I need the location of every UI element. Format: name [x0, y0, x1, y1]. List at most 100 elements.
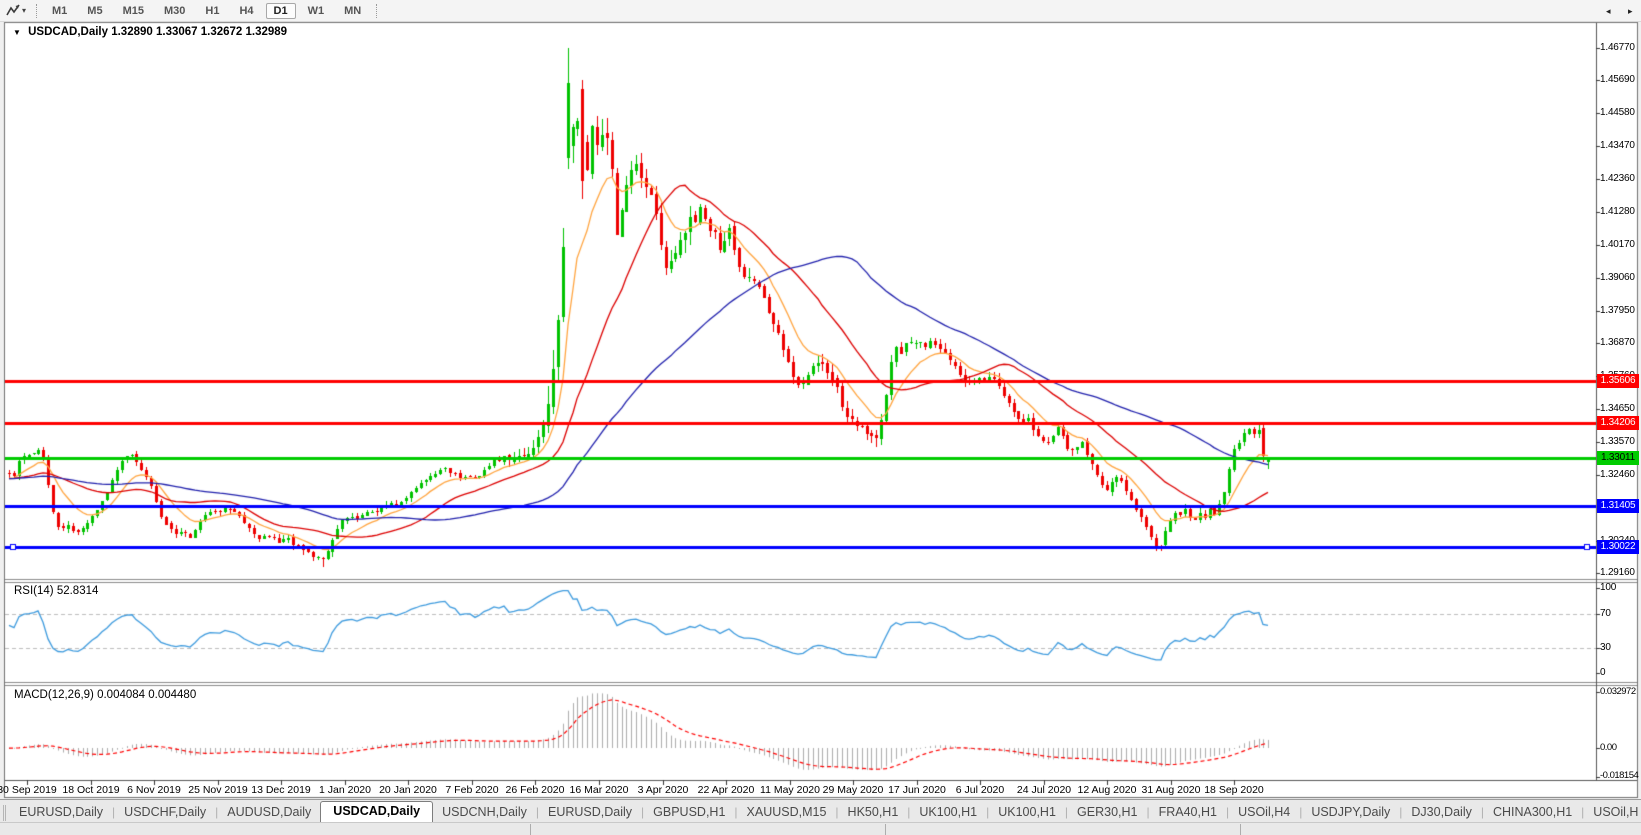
- price-axis-label: 1.37950: [1600, 305, 1635, 316]
- date-axis-label: 17 Jun 2020: [888, 784, 946, 796]
- timeframe-button-w1[interactable]: W1: [307, 4, 325, 17]
- timeframe-button-m15[interactable]: M15: [122, 4, 144, 17]
- date-axis-label: 6 Jul 2020: [955, 784, 1005, 796]
- tab-separator: |: [1299, 805, 1303, 819]
- date-axis-label: 25 Nov 2019: [188, 784, 248, 796]
- chart-tab-4-usdcnh-daily[interactable]: USDCNH,Daily: [442, 805, 527, 819]
- timeframe-button-m1[interactable]: M1: [52, 4, 68, 17]
- macd-axis-label: 0.00: [1600, 742, 1617, 753]
- rsi-axis-label: 0: [1600, 667, 1606, 678]
- chart-tab-12-fra40-h1[interactable]: FRA40,H1: [1158, 805, 1217, 819]
- tab-separator: |: [1480, 805, 1484, 819]
- chart-tab-2-audusd-daily[interactable]: AUDUSD,Daily: [227, 805, 312, 819]
- chart-tab-0-eurusd-daily[interactable]: EURUSD,Daily: [19, 805, 104, 819]
- chart-tab-6-gbpusd-h1[interactable]: GBPUSD,H1: [653, 805, 726, 819]
- date-axis-label: 18 Oct 2019: [62, 784, 120, 796]
- date-axis-label: 22 Apr 2020: [697, 784, 755, 796]
- date-axis-label: 16 Mar 2020: [569, 784, 629, 796]
- price-axis-label: 1.44580: [1600, 107, 1635, 118]
- timeframe-button-m30[interactable]: M30: [163, 4, 186, 17]
- price-axis-label: 1.34650: [1600, 403, 1635, 414]
- tab-separator: |: [907, 805, 911, 819]
- timeframe-button-m5[interactable]: M5: [87, 4, 103, 17]
- hline-price-badge: 1.33011: [1597, 451, 1639, 465]
- tab-separator: |: [112, 805, 116, 819]
- chart-tab-5-eurusd-daily[interactable]: EURUSD,Daily: [547, 805, 633, 819]
- tab-separator: |: [835, 805, 839, 819]
- date-axis-label: 30 Sep 2019: [0, 784, 57, 796]
- tab-scroll-right-icon[interactable]: ▸: [1628, 6, 1633, 16]
- tab-separator: |: [1581, 805, 1585, 819]
- tab-separator: |: [535, 805, 539, 819]
- toolbar-grip-end: [376, 3, 378, 18]
- strip-divider: [885, 824, 886, 835]
- chart-tab-15-dj30-daily[interactable]: DJ30,Daily: [1411, 805, 1472, 819]
- price-axis-label: 1.46770: [1600, 42, 1635, 53]
- chart-title: ▼ USDCAD,Daily 1.32890 1.33067 1.32672 1…: [13, 26, 287, 38]
- strip-divider: [530, 824, 531, 835]
- crosshair-zigzag-icon[interactable]: [4, 3, 22, 19]
- chart-tab-10-uk100-h1[interactable]: UK100,H1: [998, 805, 1056, 819]
- date-axis-label: 18 Sep 2020: [1204, 784, 1264, 796]
- price-axis-label: 1.33570: [1600, 436, 1635, 447]
- date-axis-label: 26 Feb 2020: [505, 784, 565, 796]
- price-axis-label: 1.32460: [1600, 469, 1635, 480]
- price-axis-label: 1.36870: [1600, 337, 1635, 348]
- symbol-tabs-bar: EURUSD,Daily | USDCHF,Daily | AUDUSD,Daily US…: [0, 799, 1641, 822]
- chart-tab-14-usdjpy-daily[interactable]: USDJPY,Daily: [1311, 805, 1391, 819]
- price-axis-label: 1.42360: [1600, 173, 1635, 184]
- timeframe-button-h4[interactable]: H4: [239, 4, 254, 17]
- timeframe-button-d1[interactable]: D1: [265, 2, 296, 19]
- chart-tab-16-china300-h1[interactable]: CHINA300,H1: [1492, 805, 1573, 819]
- timeframe-buttons-group: M1 M5 M15 M30 H1 H4 D1 W1 MN: [44, 2, 369, 19]
- hline-price-badge: 1.31405: [1597, 499, 1639, 513]
- date-axis-label: 29 May 2020: [822, 784, 884, 796]
- rsi-axis-label: 100: [1600, 582, 1617, 593]
- chart-tab-11-ger30-h1[interactable]: GER30,H1: [1077, 805, 1138, 819]
- hline-price-badge: 1.34206: [1597, 416, 1639, 430]
- timeframe-button-mn[interactable]: MN: [344, 4, 362, 17]
- tab-scroll-left-icon[interactable]: ◂: [1606, 6, 1611, 16]
- tabs-list: EURUSD,Daily | USDCHF,Daily | AUDUSD,Daily US…: [10, 801, 1641, 822]
- tab-separator: |: [1064, 805, 1069, 819]
- price-axis-label: 1.40170: [1600, 239, 1635, 250]
- tab-separator: |: [1146, 805, 1150, 819]
- macd-axis-label: 0.032972: [1600, 686, 1636, 697]
- macd-indicator-label: MACD(12,26,9) 0.004084 0.004480: [14, 689, 197, 701]
- date-axis-label: 7 Feb 2020: [445, 784, 499, 796]
- timeframe-toolbar: ▾ M1 M5 M15 M30 H1 H4 D1 W1 MN: [0, 0, 1641, 22]
- tab-separator: |: [1399, 805, 1403, 819]
- price-axis-label: 1.39060: [1600, 272, 1635, 283]
- toolbar-grip: [36, 3, 38, 18]
- price-axis-label: 1.45690: [1600, 74, 1635, 85]
- chart-symbol-label: USDCAD,Daily: [28, 26, 109, 38]
- collapse-chart-icon[interactable]: ▼: [13, 28, 21, 37]
- tab-separator: |: [641, 805, 645, 819]
- chart-tab-17-usoil-h[interactable]: USOil,H: [1593, 805, 1639, 819]
- date-axis-label: 13 Dec 2019: [251, 784, 311, 796]
- chart-tab-9-uk100-h1[interactable]: UK100,H1: [919, 805, 978, 819]
- macd-axis-label: -0.018154: [1600, 770, 1639, 781]
- dropdown-caret-icon[interactable]: ▾: [22, 6, 27, 15]
- timeframe-button-h1[interactable]: H1: [205, 4, 220, 17]
- date-axis-label: 24 Jul 2020: [1016, 784, 1072, 796]
- rsi-axis-label: 70: [1600, 608, 1611, 619]
- tab-separator: |: [986, 805, 990, 819]
- tab-separator: |: [734, 805, 738, 819]
- date-axis-label: 20 Jan 2020: [379, 784, 437, 796]
- tab-separator: |: [1225, 805, 1230, 819]
- hline-price-badge: 1.35606: [1597, 374, 1639, 388]
- tab-separator: |: [215, 805, 219, 819]
- chart-tab-3-usdcad-daily[interactable]: USDCAD,Daily: [320, 801, 434, 822]
- tabs-grip[interactable]: [3, 805, 6, 821]
- price-axis-label: 1.43470: [1600, 140, 1635, 151]
- chart-tab-8-hk50-h1[interactable]: HK50,H1: [847, 805, 899, 819]
- chart-tab-13-usoil-h4[interactable]: USOil,H4: [1238, 805, 1291, 819]
- chart-tab-1-usdchf-daily[interactable]: USDCHF,Daily: [124, 805, 207, 819]
- window-bottom-strip: [0, 822, 1641, 835]
- date-axis-label: 6 Nov 2019: [127, 784, 181, 796]
- chart-tab-7-xauusd-m15[interactable]: XAUUSD,M15: [746, 805, 827, 819]
- rsi-axis-label: 30: [1600, 642, 1611, 653]
- price-axis-label: 1.41280: [1600, 206, 1635, 217]
